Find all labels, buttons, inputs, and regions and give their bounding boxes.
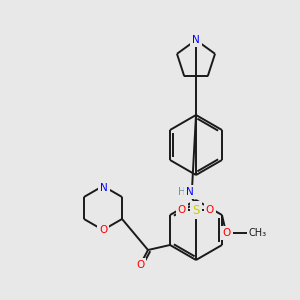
Text: O: O bbox=[223, 228, 231, 238]
Text: N: N bbox=[100, 183, 108, 193]
Text: O: O bbox=[206, 205, 214, 215]
Text: O: O bbox=[136, 260, 144, 270]
Text: CH₃: CH₃ bbox=[249, 228, 267, 238]
Text: N: N bbox=[186, 187, 194, 197]
Text: O: O bbox=[99, 225, 107, 235]
Text: S: S bbox=[192, 203, 200, 217]
Text: H: H bbox=[178, 187, 186, 197]
Text: O: O bbox=[178, 205, 186, 215]
Text: N: N bbox=[192, 35, 200, 45]
